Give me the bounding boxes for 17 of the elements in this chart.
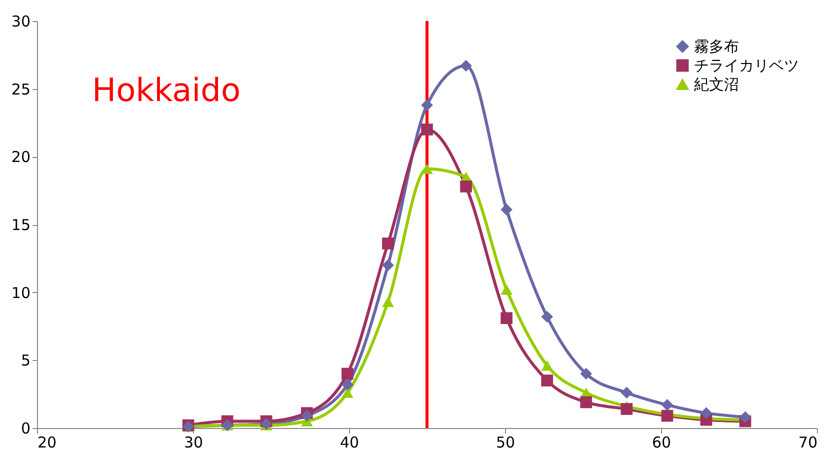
y-tick-label: 20 (11, 148, 30, 166)
y-tick-label: 15 (11, 216, 30, 234)
y-tick-label: 0 (20, 420, 30, 438)
annotation: Hokkaido (92, 71, 241, 109)
y-tick-label: 25 (11, 80, 30, 98)
y-tick-label: 10 (11, 284, 30, 302)
x-tick-label: 50 (496, 434, 516, 452)
x-tick-label: 40 (340, 434, 360, 452)
x-tick-label: 30 (184, 434, 204, 452)
legend-label: 紀文沼 (694, 76, 739, 94)
x-tick-label: 60 (652, 434, 672, 452)
x-tick-label: 20 (38, 434, 57, 452)
y-tick-label: 30 (11, 12, 30, 30)
legend-label: 霧多布 (694, 38, 739, 56)
legend-label: チライカリベツ (694, 56, 799, 74)
y-tick-label: 5 (20, 352, 30, 370)
x-tick-label: 70 (798, 434, 818, 452)
